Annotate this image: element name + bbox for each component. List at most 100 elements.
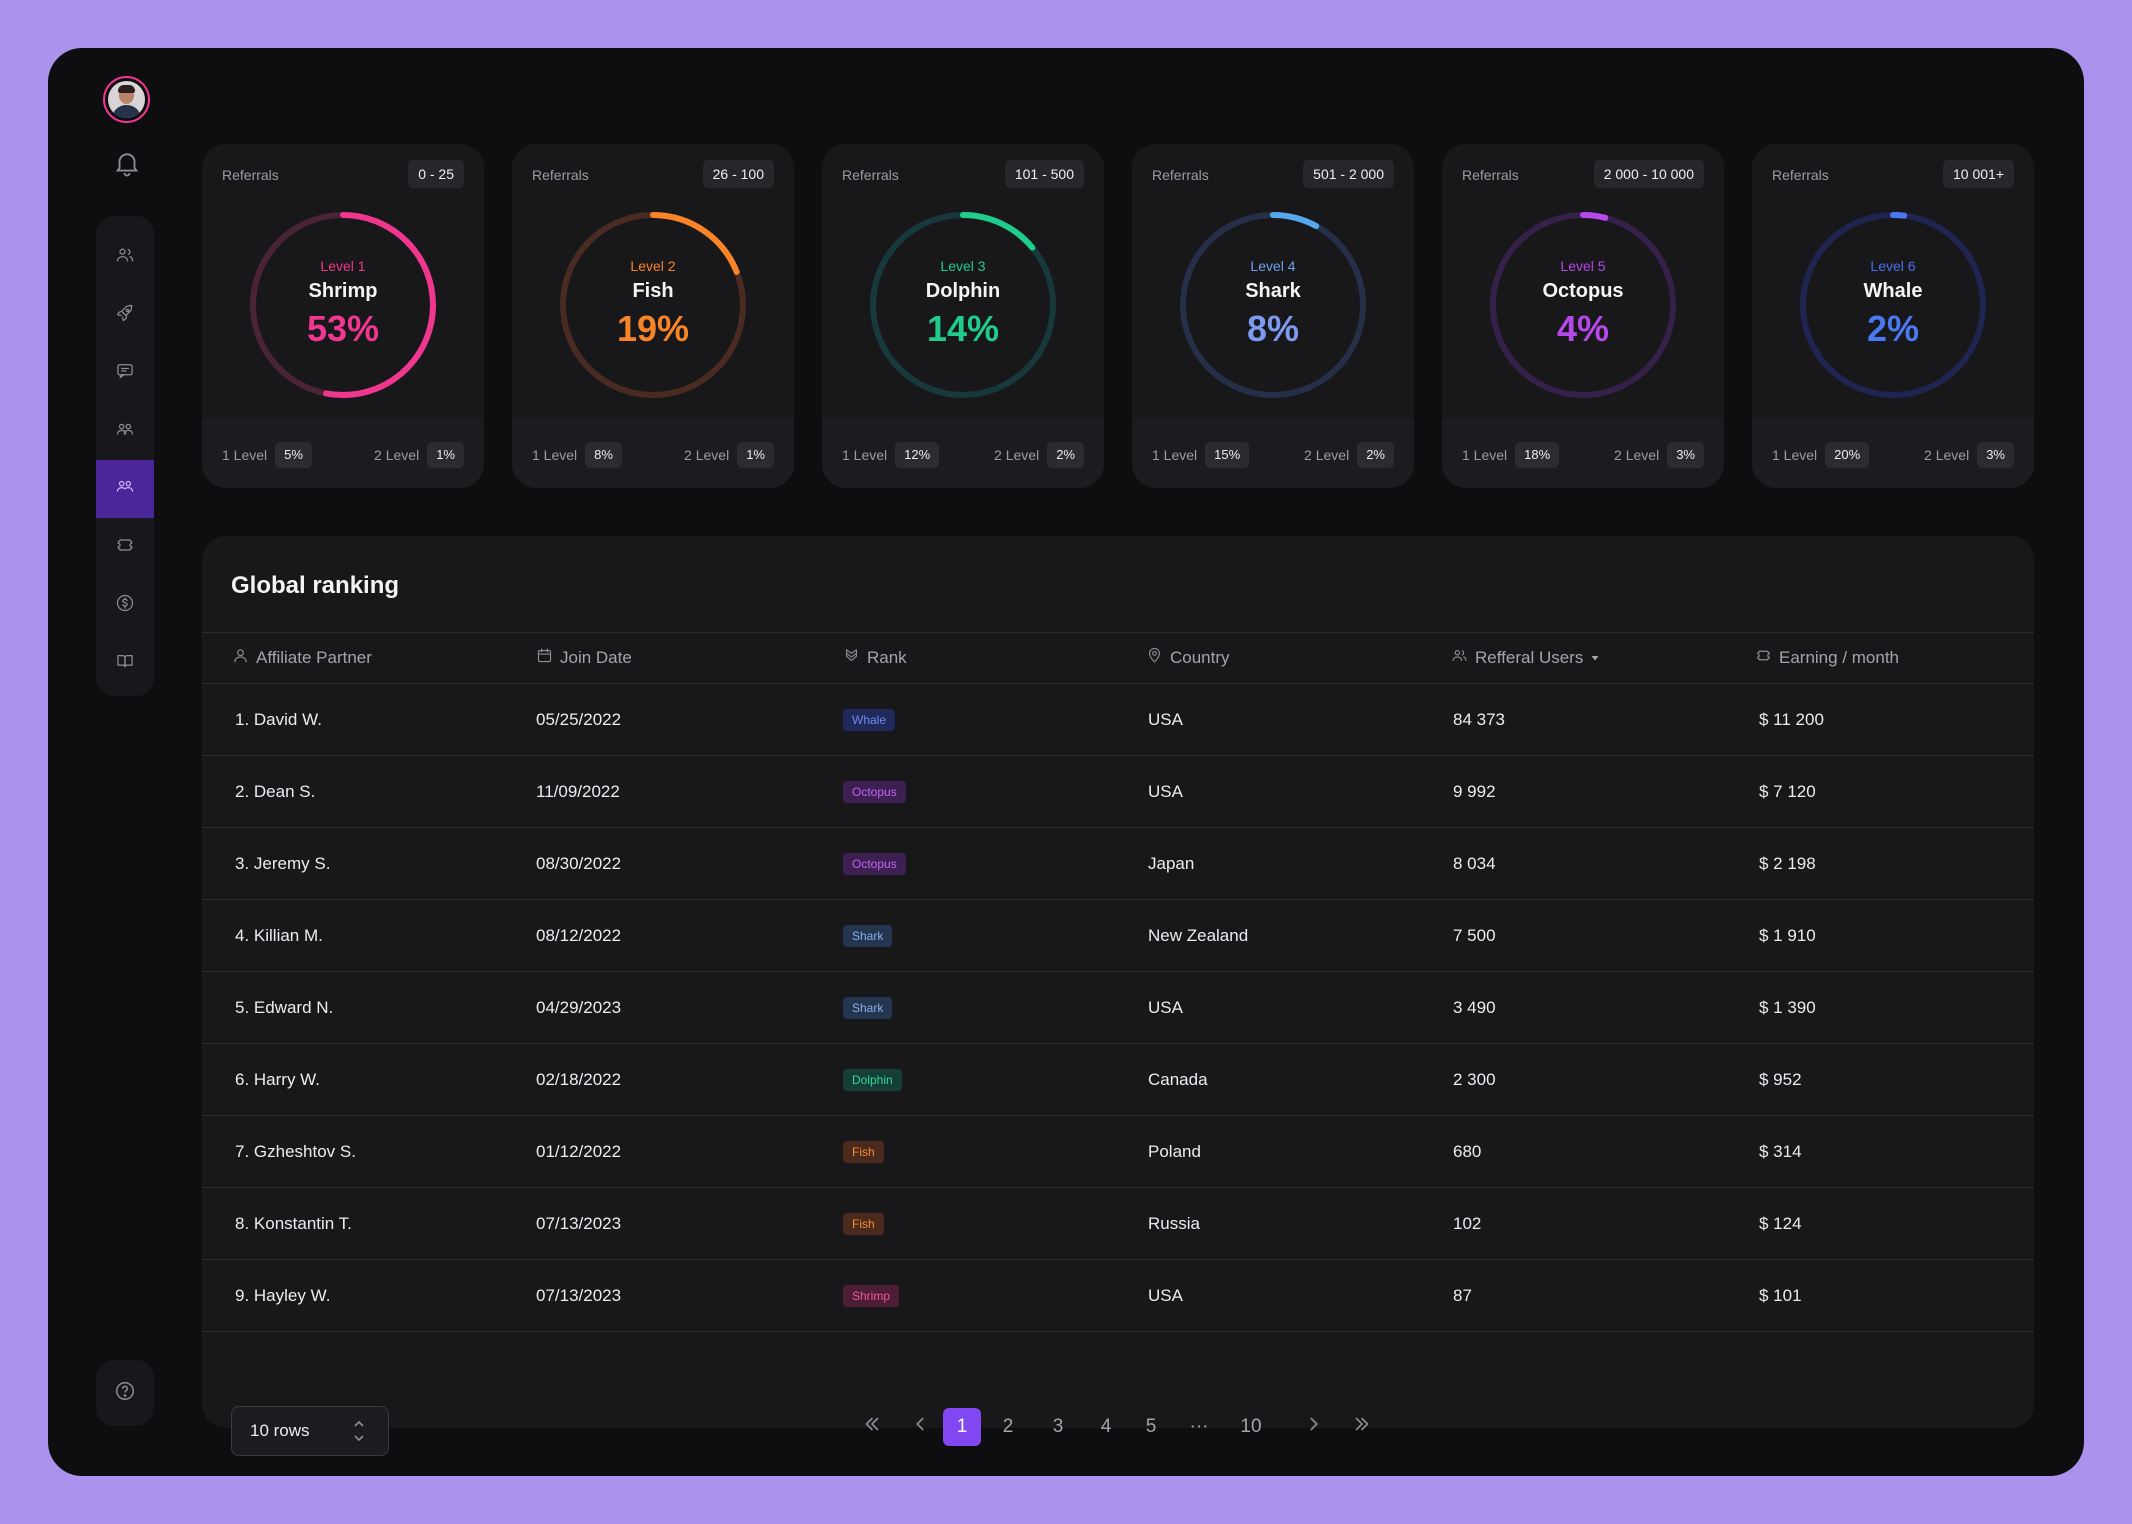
rank-badge: Octopus [843, 853, 906, 875]
join-date: 11/09/2022 [536, 782, 620, 801]
join-date: 02/18/2022 [536, 1070, 622, 1089]
level-name: Fish [632, 280, 674, 302]
sidebar-item-ticket[interactable] [96, 518, 154, 576]
level-percent: 19% [616, 308, 690, 349]
level-card-whale[interactable]: Referrals 10 001+ Level 6 Whale 2% 1 Level 20%… [1752, 144, 2034, 488]
page-button-4[interactable]: 4 [1100, 1416, 1112, 1437]
level-card-shark[interactable]: Referrals 501 - 2 000 Level 4 Shark 8% 1 Leve… [1132, 144, 1414, 488]
referrals-label: Referrals [222, 167, 279, 183]
table-row[interactable]: 4. Killian M. 08/12/2022 Shark New Zealand 7… [202, 900, 2034, 972]
second-level-stat: 2 Level 2% [1304, 442, 1394, 468]
earning-month: $ 124 [1759, 1214, 1802, 1233]
second-level-label: 2 Level [1304, 447, 1350, 463]
table-row[interactable]: 5. Edward N. 04/29/2023 Shark USA 3 490 $ 1 3… [202, 972, 2034, 1044]
column-header-join-date[interactable]: Join Date [536, 633, 632, 683]
join-date: 07/13/2023 [536, 1214, 622, 1233]
sidebar-item-chat[interactable] [96, 344, 154, 402]
referrals-icon [115, 477, 135, 502]
table-row[interactable]: 8. Konstantin T. 07/13/2023 Fish Russia 102 $… [202, 1188, 2034, 1260]
level-card-shrimp[interactable]: Referrals 0 - 25 Level 1 Shrimp 53% 1 Level 5%… [202, 144, 484, 488]
page-button-10[interactable]: 10 [1240, 1416, 1262, 1437]
earning-month: $ 7 120 [1759, 782, 1816, 801]
first-level-value: 8% [585, 442, 622, 468]
card-top [1442, 144, 1724, 418]
level-percent: 2% [1866, 308, 1920, 349]
rank-cell: Dolphin [843, 1044, 902, 1116]
join-date: 08/12/2022 [536, 926, 622, 945]
help-button[interactable] [96, 1360, 154, 1426]
first-level-label: 1 Level [1462, 447, 1508, 463]
referrals-label: Referrals [532, 167, 589, 183]
second-level-stat: 2 Level 3% [1614, 442, 1704, 468]
card-top [1132, 144, 1414, 418]
sidebar-item-book[interactable] [96, 634, 154, 692]
page-button-5[interactable]: 5 [1145, 1416, 1157, 1437]
double-chevron-right-icon [1351, 1413, 1373, 1441]
rank-badge: Shrimp [843, 1285, 900, 1307]
column-header-label: Affiliate Partner [256, 648, 372, 667]
table-row[interactable]: 9. Hayley W. 07/13/2023 Shrimp USA 87 $ 101 [202, 1260, 2034, 1332]
table-row[interactable]: 7. Gzheshtov S. 01/12/2022 Fish Poland 680 $ … [202, 1116, 2034, 1188]
level-card-fish[interactable]: Referrals 26 - 100 Level 2 Fish 19% 1 Level 8%… [512, 144, 794, 488]
column-header-referral-users[interactable]: Refferal Users [1451, 633, 1600, 683]
referral-users: 102 [1453, 1214, 1482, 1233]
first-level-label: 1 Level [532, 447, 578, 463]
avatar[interactable] [103, 76, 150, 123]
rank-badge: Dolphin [843, 1069, 902, 1091]
next-page-button[interactable] [1295, 1408, 1333, 1446]
progress-ring-value [1180, 212, 1366, 398]
sidebar-item-users[interactable] [96, 228, 154, 286]
rank-badge: Fish [843, 1141, 884, 1163]
progress-ring [1180, 212, 1366, 398]
column-header-country[interactable]: Country [1146, 633, 1230, 683]
rows-per-page-select[interactable]: 10 rows [231, 1406, 389, 1456]
table-header: Affiliate Partner Join Date Rank Country Ref… [202, 632, 2034, 684]
last-page-button[interactable] [1343, 1408, 1381, 1446]
page-button-3[interactable]: 3 [1052, 1416, 1064, 1437]
app-window: Referrals 0 - 25 Level 1 Shrimp 53% 1 Level 5%… [48, 48, 2084, 1476]
sidebar-item-rocket[interactable] [96, 286, 154, 344]
join-date: 05/25/2022 [536, 710, 622, 729]
rank-cell: Shrimp [843, 1260, 900, 1332]
level-card-octopus[interactable]: Referrals 2 000 - 10 000 Level 5 Octopus 4% 1… [1442, 144, 1724, 488]
table-row[interactable]: 3. Jeremy S. 08/30/2022 Octopus Japan 8 034 $… [202, 828, 2034, 900]
column-header-rank[interactable]: Rank [843, 633, 907, 683]
progress-ring-value [250, 212, 436, 398]
second-level-value: 3% [1977, 442, 2014, 468]
rank-cell: Shark [843, 900, 893, 972]
pagination-ellipsis[interactable]: ··· [1189, 1416, 1209, 1437]
sidebar-item-referrals[interactable] [96, 460, 154, 518]
rows-per-page-value: 10 rows [250, 1421, 310, 1440]
page-button-1[interactable]: 1 [943, 1408, 981, 1446]
rank-cell: Fish [843, 1188, 884, 1260]
earning-month: $ 1 910 [1759, 926, 1816, 945]
first-level-label: 1 Level [1152, 447, 1198, 463]
column-header-affiliate-partner[interactable]: Affiliate Partner [232, 633, 372, 683]
level-card-dolphin[interactable]: Referrals 101 - 500 Level 3 Dolphin 14% 1 Lev… [822, 144, 1104, 488]
sidebar-item-dollar[interactable] [96, 576, 154, 634]
second-level-stat: 2 Level 1% [684, 442, 774, 468]
progress-ring-value [870, 212, 1056, 398]
progress-ring-value [560, 212, 746, 398]
second-level-value: 2% [1357, 442, 1394, 468]
page-button-2[interactable]: 2 [1002, 1416, 1014, 1437]
column-header-earning-month[interactable]: Earning / month [1755, 633, 1899, 683]
referral-range-badge: 0 - 25 [408, 160, 464, 188]
earning-month: $ 1 390 [1759, 998, 1816, 1017]
earning-month: $ 952 [1759, 1070, 1802, 1089]
table-row[interactable]: 2. Dean S. 11/09/2022 Octopus USA 9 992 $ 7 1… [202, 756, 2034, 828]
table-row[interactable]: 1. David W. 05/25/2022 Whale USA 84 373 $ 11 … [202, 684, 2034, 756]
referral-users: 680 [1453, 1142, 1482, 1161]
sidebar-item-team[interactable] [96, 402, 154, 460]
user-icon [232, 647, 249, 669]
bell-icon[interactable] [112, 148, 142, 178]
rank-cell: Octopus [843, 756, 906, 828]
first-level-value: 15% [1205, 442, 1250, 468]
caret-down-icon[interactable] [1590, 648, 1600, 668]
table-row[interactable]: 6. Harry W. 02/18/2022 Dolphin Canada 2 300 $… [202, 1044, 2034, 1116]
ranking-panel: Global ranking Affiliate Partner Join Dat… [202, 536, 2034, 1456]
first-page-button[interactable] [853, 1408, 891, 1446]
country: Japan [1148, 854, 1195, 873]
second-level-stat: 2 Level 2% [994, 442, 1084, 468]
prev-page-button[interactable] [901, 1408, 939, 1446]
